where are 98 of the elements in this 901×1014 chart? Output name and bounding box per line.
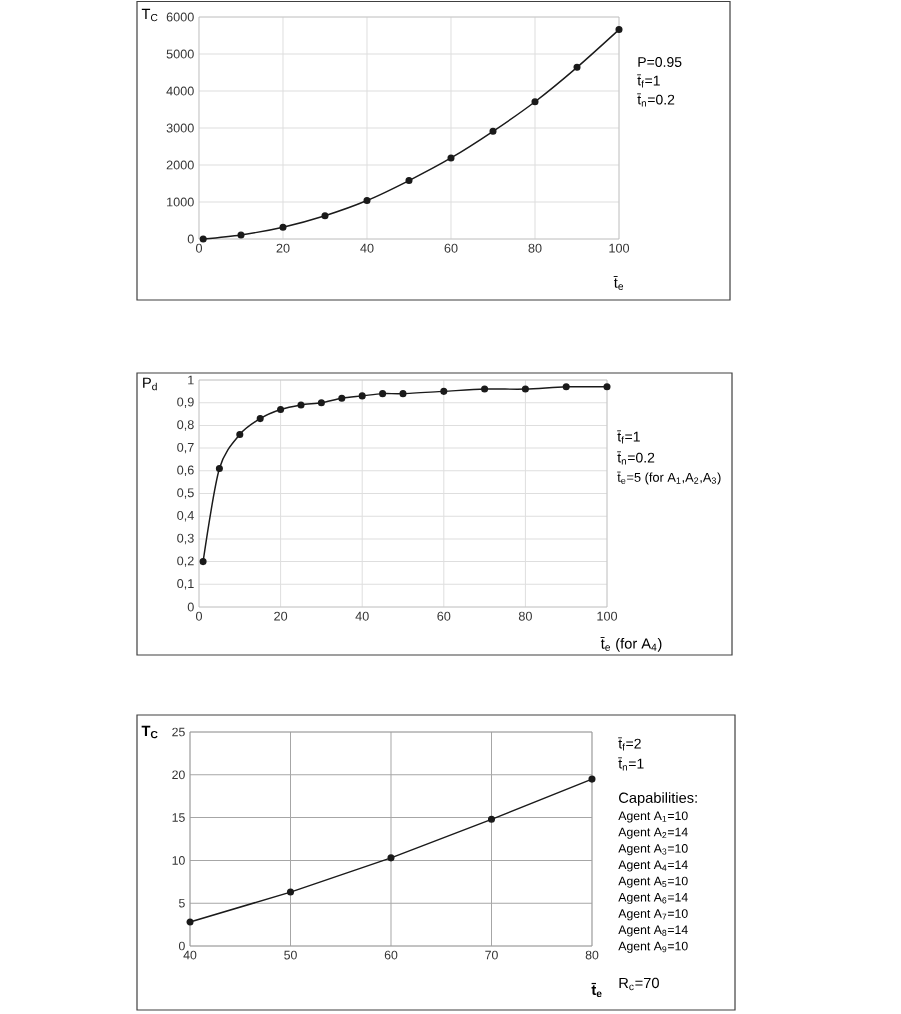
point [199,558,207,566]
y-tick-label: 1000 [167,197,194,207]
y-tick-label: 5000 [166,49,194,59]
x-tick-label: 80 [585,950,599,960]
x-axis-title: t̄$_{e}$ (for A$_{4}$) [600,637,662,652]
point [487,815,496,823]
point [186,918,194,926]
text: Agent A$_{1}$=10 [618,811,688,823]
text: R$_{c}$=70 [619,977,659,991]
y-tick-label: 0,2 [177,556,194,567]
y-tick-label: 0,4 [177,510,194,522]
x-tick-label: 40 [360,243,374,253]
text: Agent A$_{8}$=14 [618,925,688,937]
text: t̄$_{f}$=1 [637,74,660,88]
x-tick-label: 0 [195,243,203,253]
point [297,401,305,409]
point [521,385,529,393]
x-tick-label: 50 [284,950,297,960]
text: t̄$_{n}$=0.2 [617,451,655,465]
y-tick-label: 25 [172,727,185,737]
text: Agent A$_{9}$=10 [618,941,688,953]
point [237,231,245,239]
point [399,390,407,398]
text: t̄$_{f}$=2 [618,737,641,751]
y-tick-label: 3000 [166,123,194,133]
x-tick-label: 70 [485,950,498,960]
point [256,415,264,423]
y-tick-label: 0,9 [177,397,194,408]
y-axis-title: T$_{C}$ [141,725,158,739]
point [562,383,570,391]
x-axis-title: t̄$_{e}$ [591,982,602,998]
x-tick-label: 20 [274,611,288,621]
x-tick-label: 60 [437,611,451,621]
text: Agent A$_{2}$=14 [618,827,688,839]
x-tick-label: 40 [183,950,197,960]
point [379,390,387,398]
point [405,177,413,185]
y-tick-label: 6000 [166,12,194,22]
text: t̄$_{n}$=1 [618,757,644,771]
point [338,394,346,402]
text: Agent A$_{6}$=14 [618,893,688,905]
y-axis-title: P$_{d}$ [143,377,157,391]
x-tick-label: 80 [518,611,532,621]
y-tick-label: 0 [187,234,194,244]
y-tick-label: 15 [172,813,185,822]
point [199,235,207,243]
y-tick-label: 20 [172,770,185,780]
x-axis-title: t̄$_{e}$ [613,276,624,290]
y-tick-label: 1 [188,375,194,385]
text: t̄$_{n}$=0.2 [637,93,675,107]
point [615,26,623,34]
x-tick-label: 100 [597,611,618,621]
point [321,212,329,220]
point [277,405,285,414]
y-tick-label: 0 [178,941,185,951]
x-tick-label: 60 [384,950,398,960]
text: Agent A$_{5}$=10 [618,876,688,888]
y-tick-label: 0 [187,602,194,612]
text: Agent A$_{7}$=10 [618,909,688,921]
y-tick-label: 0,7 [177,442,194,454]
point [481,385,489,393]
point [387,854,395,862]
text: Agent A$_{3}$=10 [618,844,688,856]
point [358,392,366,400]
point [286,888,295,896]
x-tick-label: 40 [355,611,369,621]
point [603,383,611,391]
x-tick-label: 60 [444,243,458,253]
x-tick-label: 20 [276,243,290,253]
x-tick-label: 0 [195,611,203,621]
point [588,775,596,783]
point [363,196,371,205]
point [236,430,244,439]
point [531,98,539,106]
text: Agent A$_{4}$=14 [618,860,688,872]
y-tick-label: 0,3 [177,533,194,545]
y-tick-label: 4000 [166,86,194,96]
y-tick-label: 2000 [166,160,194,170]
y-tick-label: 0,6 [177,465,194,477]
point [215,465,223,473]
text: Capabilities: [619,792,697,806]
y-tick-label: 5 [178,898,185,908]
y-tick-label: 10 [172,856,185,865]
text: t̄$_{e}$=5 (for A$_{1}$,A$_{2}$,A$_{3}$) [617,471,721,485]
y-tick-label: 0,1 [177,579,194,590]
x-tick-label: 100 [609,243,630,253]
point [317,399,325,407]
y-tick-label: 0,5 [177,488,194,499]
point [440,387,448,395]
text: t̄$_{f}$=1 [617,430,640,444]
y-tick-label: 0,8 [177,420,194,431]
x-tick-label: 80 [528,243,542,253]
point [489,127,497,135]
y-axis-title: T$_{C}$ [141,8,158,22]
point [573,63,581,71]
point [279,223,287,231]
point [447,154,455,162]
text: P=0.95 [638,57,682,67]
